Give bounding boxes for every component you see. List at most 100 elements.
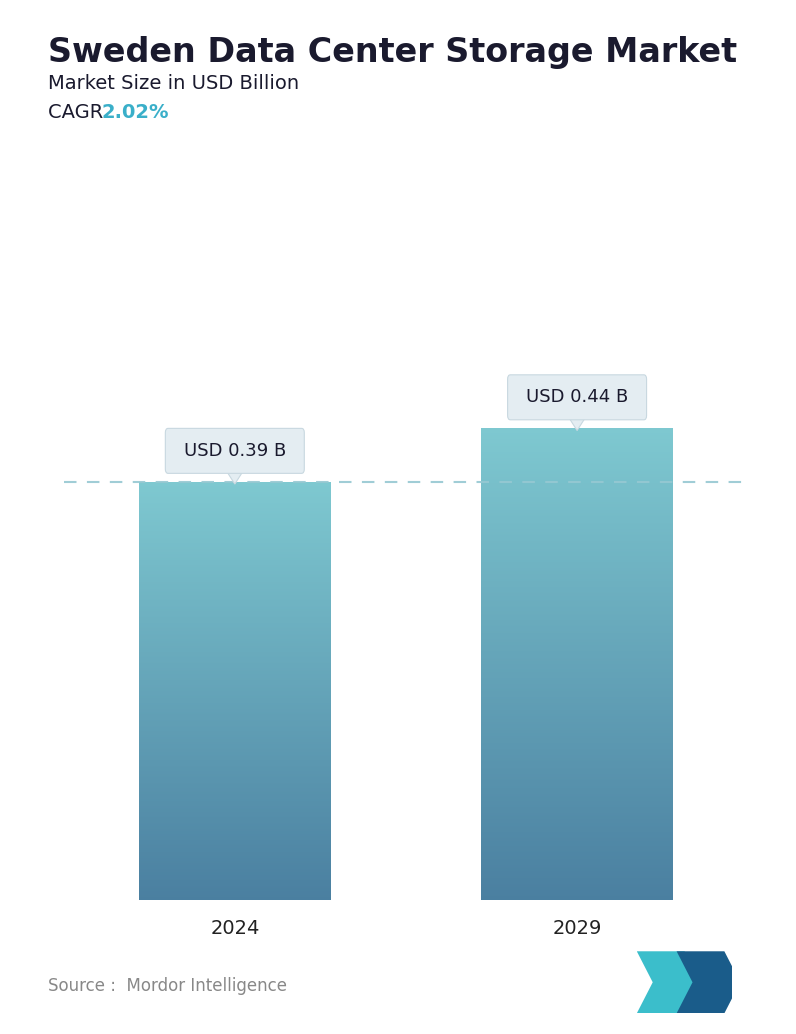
Bar: [482, 558, 673, 560]
Bar: [482, 606, 673, 607]
Bar: [482, 862, 673, 863]
Bar: [139, 578, 330, 579]
Bar: [482, 581, 673, 582]
Bar: [482, 634, 673, 636]
Bar: [139, 538, 330, 539]
Bar: [139, 848, 330, 850]
Polygon shape: [568, 416, 587, 430]
Bar: [139, 852, 330, 854]
Bar: [482, 496, 673, 497]
Bar: [482, 568, 673, 570]
Bar: [482, 521, 673, 522]
Bar: [139, 856, 330, 858]
Bar: [139, 696, 330, 698]
Bar: [139, 768, 330, 770]
Bar: [482, 896, 673, 898]
Bar: [482, 636, 673, 637]
Bar: [139, 571, 330, 573]
Bar: [482, 575, 673, 576]
Bar: [139, 583, 330, 585]
Bar: [139, 772, 330, 774]
Bar: [139, 887, 330, 888]
Bar: [139, 562, 330, 565]
Bar: [139, 599, 330, 601]
Bar: [482, 866, 673, 869]
Bar: [139, 850, 330, 851]
Bar: [482, 567, 673, 568]
Bar: [139, 605, 330, 606]
Bar: [139, 675, 330, 677]
Bar: [482, 565, 673, 567]
Bar: [482, 466, 673, 467]
Bar: [139, 609, 330, 610]
Bar: [482, 504, 673, 506]
Bar: [139, 814, 330, 815]
Bar: [139, 845, 330, 847]
Bar: [139, 811, 330, 812]
Bar: [482, 799, 673, 800]
Bar: [482, 884, 673, 885]
Bar: [482, 709, 673, 711]
Bar: [139, 815, 330, 816]
Bar: [482, 633, 673, 634]
Bar: [139, 678, 330, 679]
Bar: [482, 433, 673, 434]
Bar: [482, 527, 673, 529]
Bar: [482, 733, 673, 734]
Bar: [482, 694, 673, 696]
Bar: [139, 628, 330, 630]
Bar: [482, 469, 673, 470]
Bar: [139, 667, 330, 668]
Bar: [139, 482, 330, 483]
Bar: [139, 827, 330, 828]
Bar: [139, 494, 330, 496]
Bar: [482, 604, 673, 606]
Bar: [139, 561, 330, 562]
Polygon shape: [677, 951, 740, 1013]
Bar: [482, 463, 673, 464]
Bar: [482, 480, 673, 482]
Bar: [482, 779, 673, 781]
Bar: [139, 575, 330, 577]
Bar: [139, 585, 330, 586]
Bar: [482, 692, 673, 694]
Bar: [482, 620, 673, 621]
Bar: [139, 489, 330, 490]
Bar: [139, 549, 330, 550]
Bar: [139, 841, 330, 843]
Bar: [139, 535, 330, 537]
Bar: [482, 640, 673, 642]
Bar: [482, 643, 673, 645]
Bar: [139, 632, 330, 634]
Bar: [482, 512, 673, 513]
Bar: [139, 496, 330, 497]
Bar: [139, 782, 330, 783]
Bar: [139, 700, 330, 702]
Bar: [139, 859, 330, 860]
Bar: [139, 622, 330, 624]
Bar: [482, 851, 673, 852]
Bar: [482, 730, 673, 731]
Bar: [139, 896, 330, 899]
Bar: [482, 791, 673, 793]
Bar: [139, 603, 330, 605]
Bar: [482, 534, 673, 536]
Bar: [139, 653, 330, 655]
Text: USD 0.44 B: USD 0.44 B: [526, 389, 628, 406]
Bar: [139, 796, 330, 798]
Bar: [139, 881, 330, 883]
Bar: [139, 537, 330, 538]
Bar: [139, 586, 330, 587]
Bar: [139, 634, 330, 635]
Bar: [482, 631, 673, 633]
Bar: [482, 460, 673, 461]
Polygon shape: [637, 951, 700, 1013]
Bar: [482, 646, 673, 648]
Polygon shape: [225, 469, 244, 484]
Bar: [482, 816, 673, 818]
Bar: [139, 539, 330, 541]
Bar: [482, 863, 673, 865]
Bar: [482, 820, 673, 821]
Bar: [482, 800, 673, 802]
Bar: [139, 798, 330, 799]
